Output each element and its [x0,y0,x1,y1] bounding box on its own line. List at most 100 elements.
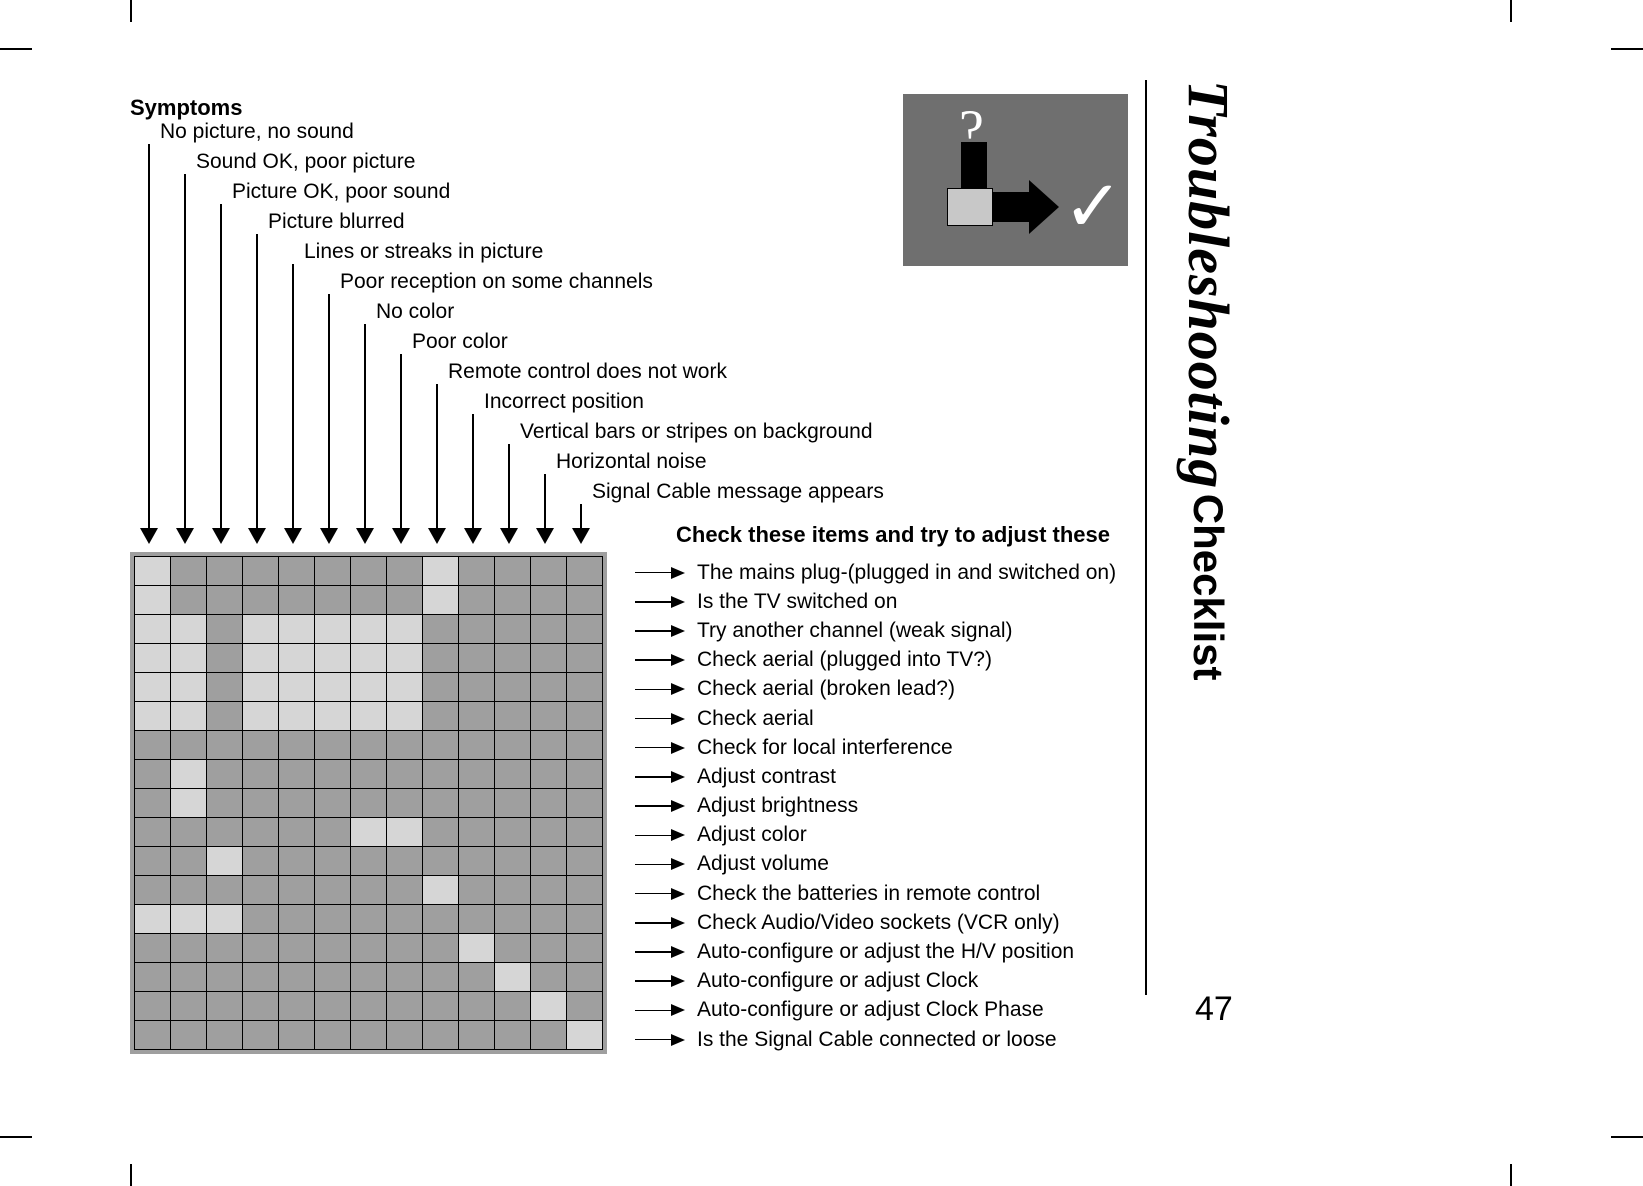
symptom-label: Remote control does not work [448,360,727,384]
check-label: Is the Signal Cable connected or loose [697,1028,1057,1052]
symptom-leader-line [472,414,474,528]
grid-cell [279,934,315,963]
grid-cell [279,992,315,1021]
grid-cell [315,1021,351,1050]
grid-cell [459,847,495,876]
grid-cell [387,847,423,876]
crop-mark [130,0,132,22]
grid-cell [567,963,603,992]
grid-cell [567,789,603,818]
grid-cell [567,818,603,847]
check-row: Adjust color [630,821,1116,850]
check-row: Check the batteries in remote control [630,879,1116,908]
grid-cell [459,760,495,789]
grid-cell [315,963,351,992]
grid-cell [315,818,351,847]
grid-cell [531,615,567,644]
down-arrow-icon [284,528,302,544]
grid-cell [207,673,243,702]
symptom-leader-line [544,474,546,528]
right-arrow-line [635,747,671,749]
right-arrow-icon [671,1034,685,1046]
checks-heading: Check these items and try to adjust thes… [676,522,1110,548]
grid-cell [495,1021,531,1050]
grid-cell [351,731,387,760]
down-arrow-icon [428,528,446,544]
right-arrow-icon [671,683,685,695]
troubleshoot-grid-table [134,556,603,1050]
grid-cell [135,1021,171,1050]
grid-cell [459,789,495,818]
grid-cell [351,615,387,644]
grid-cell [387,731,423,760]
grid-cell [351,557,387,586]
grid-cell [387,876,423,905]
check-label: Is the TV switched on [697,590,897,614]
right-arrow-line [635,1010,671,1012]
grid-cell [423,673,459,702]
grid-cell [207,934,243,963]
grid-cell [423,818,459,847]
grid-cell [531,586,567,615]
grid-cell [423,644,459,673]
grid-cell [243,673,279,702]
grid-cell [279,963,315,992]
symptom-leader-line [184,174,186,528]
grid-cell [351,673,387,702]
grid-cell [423,731,459,760]
icon-square [947,188,993,226]
right-arrow-icon [671,742,685,754]
grid-cell [387,992,423,1021]
grid-cell [279,818,315,847]
grid-cell [171,702,207,731]
grid-cell [495,731,531,760]
check-label: Adjust volume [697,852,829,876]
grid-cell [171,615,207,644]
grid-cell [531,818,567,847]
right-arrow-icon [671,1004,685,1016]
check-row: Check for local interference [630,733,1116,762]
down-arrow-icon [212,528,230,544]
check-label: The mains plug-(plugged in and switched … [697,561,1116,585]
symptom-label: Poor color [412,330,508,354]
grid-cell [243,847,279,876]
grid-cell [279,673,315,702]
grid-cell [243,1021,279,1050]
grid-cell [207,876,243,905]
troubleshoot-grid [130,552,607,1054]
grid-cell [243,731,279,760]
right-arrow-icon [671,596,685,608]
grid-cell [243,876,279,905]
grid-cell [351,905,387,934]
right-arrow-line [635,689,671,691]
grid-cell [171,760,207,789]
grid-cell [387,586,423,615]
grid-cell [567,615,603,644]
grid-cell [567,876,603,905]
right-arrow-icon [671,975,685,987]
grid-cell [171,789,207,818]
right-arrow-icon [671,888,685,900]
grid-cell [351,934,387,963]
grid-cell [315,615,351,644]
check-label: Adjust brightness [697,794,858,818]
symptom-leader-line [400,354,402,528]
grid-cell [243,789,279,818]
down-arrow-icon [464,528,482,544]
grid-cell [531,934,567,963]
down-arrow-icon [248,528,266,544]
grid-cell [567,1021,603,1050]
symptom-leader-line [328,294,330,528]
grid-cell [423,934,459,963]
check-row: Is the TV switched on [630,587,1116,616]
grid-cell [387,789,423,818]
down-arrow-icon [176,528,194,544]
grid-cell [567,934,603,963]
grid-cell [315,876,351,905]
symptom-leader-line [580,504,582,528]
grid-cell [243,905,279,934]
grid-cell [315,644,351,673]
grid-cell [135,673,171,702]
grid-cell [171,905,207,934]
grid-cell [171,1021,207,1050]
